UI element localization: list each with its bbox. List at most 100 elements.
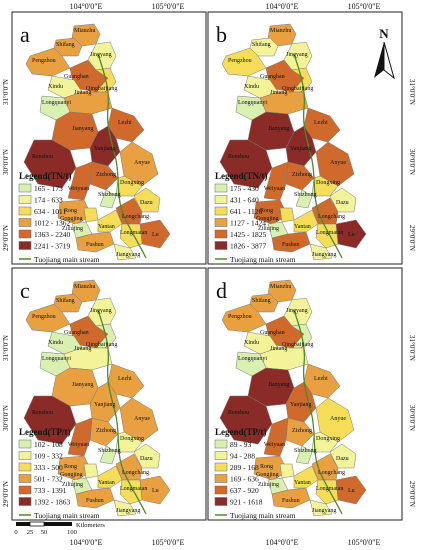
county-label: Jianyang (268, 382, 289, 388)
county-label: Jiangyang (116, 252, 140, 258)
county-label: Mianzhu (270, 28, 291, 34)
county-region-yantan (293, 465, 319, 489)
county-label: Yantan (98, 224, 115, 230)
county-label: Anyue (134, 160, 150, 166)
county-label: Renshou (228, 410, 249, 416)
county-label: Jintang (74, 346, 91, 352)
county-label: Xindu (48, 84, 63, 90)
lat-label-b-bottom: 29°0'0"N (408, 225, 416, 251)
county-label: Rong (260, 208, 273, 214)
county-label: Yantan (294, 224, 311, 230)
legend-swatch (214, 451, 228, 460)
county-label: Guanghan (64, 330, 89, 336)
county-region-weiyuan (263, 161, 289, 201)
county-region-rong (57, 199, 93, 225)
county-label: Guanghan (260, 330, 285, 336)
county-label: Yanjiang (290, 402, 311, 408)
legend-class-label: 169 - 636 (230, 475, 259, 484)
legend-title: Legend(TN/t) (19, 171, 72, 181)
county-label: Longchang (318, 214, 345, 220)
county-label: Zizhong (292, 172, 312, 178)
county-layer (219, 23, 367, 261)
tuojiang-stream-line (293, 53, 343, 259)
lat-label-c-bottom: 29°0'0"N (2, 481, 10, 507)
county-label: Rong (64, 208, 77, 214)
county-region-weiyuan (263, 417, 289, 457)
county-label: Lezhi (118, 376, 132, 382)
scale-bar-segment (29, 521, 45, 527)
county-label: Longchang (318, 470, 345, 476)
lat-label-b-top: 31°0'0"N (408, 79, 416, 105)
county-region-renshou (219, 395, 273, 445)
county-region-longmatan (315, 479, 339, 505)
county-label: Longchang (122, 214, 149, 220)
county-label: Jintang (74, 90, 91, 96)
county-label: Mianzhu (270, 284, 291, 290)
county-region-pengzhou (25, 47, 71, 77)
county-label: Dongxing (316, 180, 340, 186)
legend-swatch (18, 183, 32, 193)
legend-class-label: 921 - 1618 (230, 498, 263, 507)
county-label: Shifang (56, 297, 75, 304)
legend-class-label: 1363 - 2240 (34, 230, 70, 239)
legend: Legend(TP/t) 89 - 93 94 - 288 289 - 168 169… (214, 427, 296, 520)
county-label: Longquanyi (42, 356, 71, 362)
county-region-jiangyang (309, 499, 333, 517)
county-label: Dazu (336, 200, 349, 206)
county-region-shizhong (99, 189, 117, 209)
legend-swatch (18, 474, 32, 483)
legend-swatch (214, 195, 228, 204)
lon-label-bottom-right: 105°0'0"E (152, 538, 185, 547)
legend-swatch (18, 497, 32, 506)
county-label: Qingbaijiang (86, 86, 117, 92)
legend-swatch (18, 206, 32, 216)
county-label-layer: Mianzhu Shifang Pengzhou Jingyang GuanghanXi… (32, 28, 159, 258)
county-label: Renshou (32, 410, 53, 416)
lat-label-d-top: 31°0'0"N (408, 335, 416, 361)
county-label: Lu (348, 488, 355, 494)
county-region-gongjing (279, 463, 295, 479)
lat-label-c-top: 31°0'0"N (2, 335, 10, 361)
county-region-yantan (293, 209, 319, 233)
map-panel-b: Mianzhu Shifang Pengzhou Jingyang GuanghanXi… (207, 11, 403, 265)
county-region-shizhong (295, 189, 313, 209)
county-label: Lu (152, 232, 159, 238)
county-label: Jingyang (286, 308, 308, 314)
county-label: Jiangyang (312, 508, 336, 514)
county-label: Anyue (330, 416, 346, 422)
lon-label-top-right: 105°0'0"E (152, 2, 185, 11)
county-region-longmatan (119, 223, 143, 249)
county-label: Longchang (122, 470, 149, 476)
county-label: Yantan (98, 480, 115, 486)
north-arrow-icon-right (383, 41, 395, 80)
county-label: Fushun (86, 498, 104, 504)
lat-label-d-mid: 30°0'0"N (408, 405, 416, 431)
county-label: Longquanyi (238, 356, 267, 362)
legend-class-label: 165 - 173 (34, 184, 63, 193)
county-label: Jianyang (268, 126, 289, 132)
legend-class-label: 634 - 1011 (34, 207, 66, 216)
tuojiang-stream-line (293, 309, 343, 515)
legend-stream-label: Tuojiang main stream (34, 255, 100, 264)
county-label: Yantan (294, 480, 311, 486)
legend-items: 175 - 430 431 - 640 641 - 1126 1127 - 1424 1… (214, 183, 266, 251)
county-region-dongxing (311, 431, 339, 453)
county-label: Jiangyang (312, 252, 336, 258)
county-label: Dazu (336, 456, 349, 462)
lat-label-a-mid: 30°0'0"N (2, 149, 10, 175)
legend-class-label: 1425 - 1825 (230, 230, 266, 239)
county-label: Jingyang (90, 52, 112, 58)
county-label: Longquanyi (238, 100, 267, 106)
county-label: Jintang (270, 346, 287, 352)
county-label: Jingyang (286, 52, 308, 58)
county-region-gongjing (83, 207, 99, 223)
legend-class-label: 102 - 108 (34, 440, 63, 449)
county-label: Mianzhu (74, 28, 95, 34)
county-label: Pengzhou (228, 314, 252, 320)
legend-stream-label: Tuojiang main stream (230, 255, 296, 264)
county-label: Ziliujing (62, 482, 83, 488)
county-region-shizhong (99, 445, 117, 465)
county-label: Zizhong (292, 428, 312, 434)
county-region-pengzhou (221, 47, 267, 77)
county-label-layer: Mianzhu Shifang Pengzhou Jingyang GuanghanXi… (32, 284, 159, 514)
